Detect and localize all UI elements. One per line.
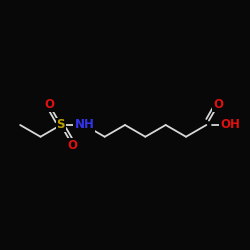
Text: NH: NH [74,118,94,132]
Text: S: S [56,118,65,132]
Text: O: O [68,139,78,152]
Text: O: O [213,98,223,111]
Text: OH: OH [220,118,240,132]
Text: O: O [44,98,54,111]
